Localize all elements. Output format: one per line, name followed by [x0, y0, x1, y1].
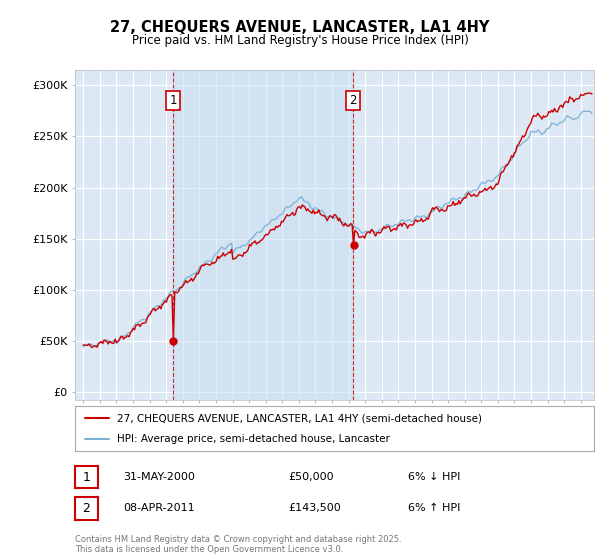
Text: £50,000: £50,000 [288, 472, 334, 482]
Bar [173, 70, 353, 400]
Text: 08-APR-2011: 08-APR-2011 [123, 503, 194, 514]
Text: 27, CHEQUERS AVENUE, LANCASTER, LA1 4HY: 27, CHEQUERS AVENUE, LANCASTER, LA1 4HY [110, 20, 490, 35]
Text: 27, CHEQUERS AVENUE, LANCASTER, LA1 4HY (semi-detached house): 27, CHEQUERS AVENUE, LANCASTER, LA1 4HY … [116, 413, 482, 423]
Text: 6% ↓ HPI: 6% ↓ HPI [408, 472, 460, 482]
Text: Contains HM Land Registry data © Crown copyright and database right 2025.
This d: Contains HM Land Registry data © Crown c… [75, 535, 401, 554]
Text: 2: 2 [82, 502, 91, 515]
Text: 2: 2 [349, 94, 357, 107]
Text: £143,500: £143,500 [288, 503, 341, 514]
Text: HPI: Average price, semi-detached house, Lancaster: HPI: Average price, semi-detached house,… [116, 433, 389, 444]
Text: 31-MAY-2000: 31-MAY-2000 [123, 472, 195, 482]
Text: 1: 1 [169, 94, 177, 107]
Text: 6% ↑ HPI: 6% ↑ HPI [408, 503, 460, 514]
Text: 1: 1 [82, 470, 91, 484]
Text: Price paid vs. HM Land Registry's House Price Index (HPI): Price paid vs. HM Land Registry's House … [131, 34, 469, 46]
